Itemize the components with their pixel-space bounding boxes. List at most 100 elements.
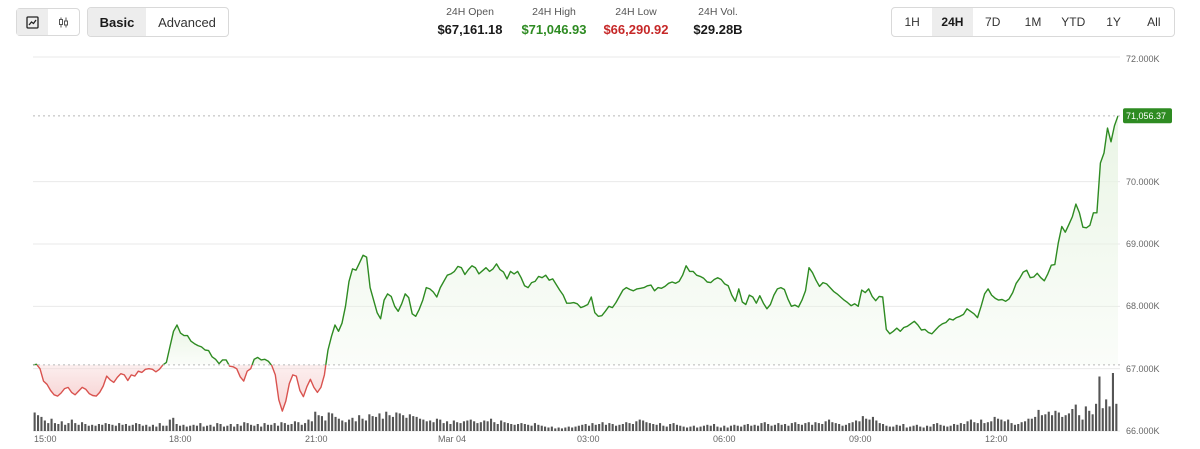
volume-bar (655, 424, 658, 431)
volume-bar (253, 425, 256, 431)
volume-bar (175, 424, 178, 431)
volume-bar (199, 423, 202, 431)
volume-bar (1067, 413, 1070, 431)
volume-bar (1030, 418, 1033, 431)
volume-bar (926, 425, 929, 431)
volume-bar (648, 423, 651, 431)
volume-bar (300, 424, 303, 431)
volume-bar (40, 416, 43, 431)
volume-bar (591, 423, 594, 431)
volume-bar (320, 416, 323, 431)
volume-bar (672, 423, 675, 431)
volume-bar (307, 419, 310, 431)
volume-bar (64, 424, 67, 431)
volume-bar (858, 421, 861, 431)
volume-bar (537, 424, 540, 431)
volume-bar (976, 423, 979, 431)
volume-bar (128, 425, 131, 431)
volume-bar (645, 422, 648, 431)
volume-bar (266, 424, 269, 431)
volume-bar (270, 424, 273, 431)
volume-bar (1017, 424, 1020, 431)
volume-bar (283, 423, 286, 431)
range-1y-button[interactable]: 1Y (1106, 15, 1121, 29)
volume-bar (523, 424, 526, 431)
volume-bar (503, 422, 506, 431)
volume-bar (621, 424, 624, 431)
volume-bar (452, 420, 455, 431)
line-chart-button[interactable] (17, 9, 48, 35)
x-tick-label: 03:00 (577, 434, 600, 444)
volume-bar (378, 413, 381, 431)
volume-bar (229, 424, 232, 431)
current-price-label: 71,056.37 (1123, 108, 1172, 124)
chart-type-toggle (16, 8, 80, 36)
volume-bar (84, 424, 87, 431)
volume-bar (1084, 406, 1087, 431)
volume-bar (135, 423, 138, 431)
area-fills (33, 115, 1118, 412)
volume-bar (540, 425, 543, 431)
candlestick-chart-button[interactable] (48, 9, 79, 35)
volume-bar (953, 424, 956, 431)
price-line-up-segment (162, 324, 230, 366)
volume-bar (885, 425, 888, 431)
volume-bar (1074, 404, 1077, 431)
volume-bar (898, 425, 901, 431)
volume-bar (760, 423, 763, 431)
volume-bar (148, 426, 151, 431)
range-1m-button[interactable]: 1M (1024, 15, 1042, 29)
range-all-button[interactable]: All (1147, 15, 1161, 29)
above-open-fill (325, 115, 1118, 365)
volume-bar (550, 426, 553, 431)
volume-bar (936, 423, 939, 431)
volume-bar (1088, 410, 1091, 431)
advanced-mode-button[interactable]: Advanced (158, 14, 216, 30)
volume-bar (432, 422, 435, 431)
range-24h-button[interactable]: 24H (932, 8, 973, 36)
range-7d-button[interactable]: 7D (985, 15, 1001, 29)
volume-bar (246, 423, 249, 431)
volume-bar (601, 422, 604, 431)
volume-bar (618, 424, 621, 431)
volume-bar (963, 424, 966, 431)
volume-bar (520, 423, 523, 431)
volume-bar (878, 423, 881, 431)
volume-bar (544, 426, 547, 431)
volume-bar (490, 418, 493, 431)
volume-bar (919, 426, 922, 431)
volume-bar (226, 425, 229, 431)
volume-bar (577, 425, 580, 431)
volume-bar (91, 424, 94, 431)
volume-bar (669, 424, 672, 431)
x-tick-label: 09:00 (849, 434, 872, 444)
range-ytd-button[interactable]: YTD (1061, 15, 1086, 29)
volume-bar (814, 422, 817, 431)
volume-bar (679, 425, 682, 431)
volume-bar (608, 423, 611, 431)
volume-bar (344, 422, 347, 431)
volume-bar (280, 422, 283, 431)
volume-bar (87, 425, 90, 431)
range-1h-button[interactable]: 1H (904, 15, 920, 29)
volume-bar (412, 416, 415, 431)
above-open-fill (252, 357, 272, 365)
volume-bar (1095, 403, 1098, 431)
volume-bar (581, 424, 584, 431)
volume-bar (784, 424, 787, 431)
volume-bar (391, 416, 394, 431)
volume-bar (341, 420, 344, 431)
volume-bar (108, 424, 111, 431)
volume-bar (831, 422, 834, 431)
basic-mode-button[interactable]: Basic (88, 8, 146, 36)
volume-bar (1078, 415, 1081, 431)
volume-bar (206, 425, 209, 431)
volume-bar (986, 422, 989, 431)
volume-bar (973, 422, 976, 431)
volume-bar (1007, 419, 1010, 431)
volume-bar (915, 424, 918, 431)
volume-bar (1040, 415, 1043, 431)
volume-bar (689, 426, 692, 431)
volume-bar (449, 424, 452, 431)
